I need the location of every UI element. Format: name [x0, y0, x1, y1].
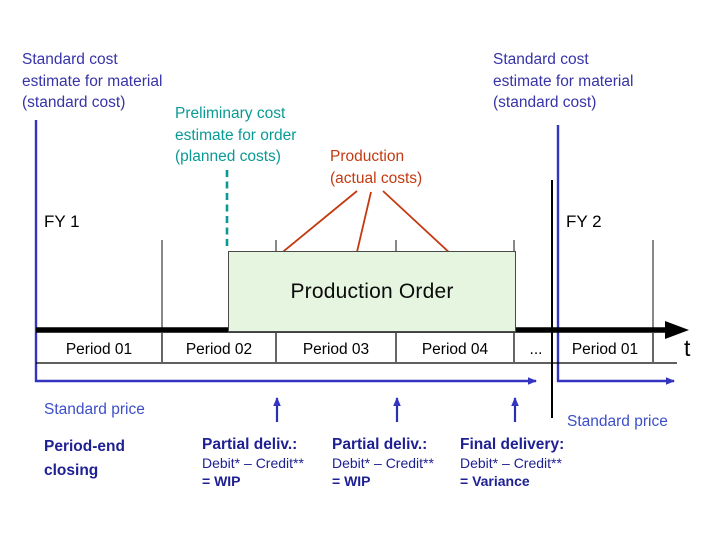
period-label-ellipsis: ... — [529, 341, 543, 358]
standard-cost-right-line2: estimate for material — [493, 72, 634, 90]
partial-delivery-2-title: Partial deliv.: — [332, 436, 428, 453]
partial-delivery-2-result: = WIP — [332, 472, 371, 489]
period-end-closing-label: Period-end closing — [44, 435, 125, 483]
period-label-4: Period 04 — [421, 341, 489, 358]
fiscal-year-1-label: FY 1 — [44, 212, 80, 231]
standard-price-left-label: Standard price — [44, 401, 145, 418]
preliminary-cost-estimate-label: Preliminary cost estimate for order (pla… — [175, 103, 296, 168]
final-delivery-note: Final delivery: Debit* – Credit** = Vari… — [460, 435, 564, 490]
final-delivery-title: Final delivery: — [460, 436, 565, 453]
final-delivery-result: = Variance — [460, 472, 530, 489]
period-end-closing-line2: closing — [44, 462, 99, 479]
standard-cost-estimate-left-label: Standard cost estimate for material (sta… — [22, 49, 162, 114]
partial-delivery-1-note: Partial deliv.: Debit* – Credit** = WIP — [202, 435, 304, 490]
fiscal-year-2-label: FY 2 — [566, 212, 602, 231]
time-axis-arrowhead — [665, 321, 689, 339]
period-label-2: Period 02 — [185, 341, 253, 358]
partial-delivery-2-note: Partial deliv.: Debit* – Credit** = WIP — [332, 435, 434, 490]
prelim-cost-line1: Preliminary cost — [175, 105, 286, 122]
period-label-1: Period 01 — [65, 341, 133, 358]
partial-delivery-1-formula: Debit* – Credit** — [202, 455, 304, 471]
fy2-standard-price-validity-line — [556, 125, 675, 385]
standard-cost-right-line1: Standard cost — [493, 51, 589, 68]
fy1-standard-price-validity-line — [34, 120, 537, 385]
standard-cost-left-line2: estimate for material — [22, 72, 163, 90]
standard-cost-left-line3: (standard cost) — [22, 94, 126, 111]
prelim-cost-line2: estimate for order — [175, 126, 297, 144]
standard-cost-estimate-right-label: Standard cost estimate for material (sta… — [493, 49, 633, 114]
production-actual-line1: Production — [330, 148, 405, 165]
production-actual-line2: (actual costs) — [330, 169, 423, 187]
time-axis-label: t — [684, 335, 691, 361]
period-end-closing-line1: Period-end — [44, 438, 125, 455]
production-order-label: Production Order — [290, 279, 454, 303]
final-delivery-formula: Debit* – Credit** — [460, 455, 562, 471]
standard-price-right-label: Standard price — [567, 413, 668, 430]
period-label-3: Period 03 — [302, 341, 370, 358]
standard-cost-right-line3: (standard cost) — [493, 94, 597, 111]
partial-delivery-2-formula: Debit* – Credit** — [332, 455, 434, 471]
production-actual-costs-label: Production (actual costs) — [330, 146, 422, 189]
partial-delivery-1-result: = WIP — [202, 472, 241, 489]
partial-delivery-1-title: Partial deliv.: — [202, 436, 298, 453]
period-label-fy2-1: Period 01 — [571, 341, 639, 358]
standard-cost-left-line1: Standard cost — [22, 51, 118, 68]
production-order-box: Production Order — [228, 251, 516, 332]
prelim-cost-line3: (planned costs) — [175, 148, 281, 165]
